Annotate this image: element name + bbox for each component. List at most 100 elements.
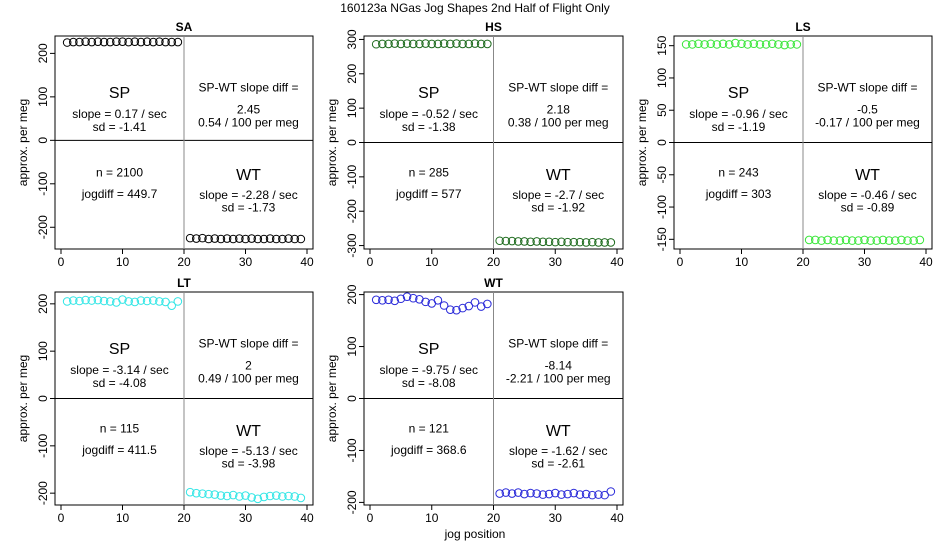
x-tick-label: 0	[58, 511, 65, 525]
data-point	[501, 236, 511, 246]
data-point	[148, 37, 158, 47]
y-tick-label: 200	[345, 284, 359, 304]
x-tick-label: 30	[549, 511, 563, 525]
y-tick-label: 0	[345, 139, 359, 146]
panel-lt-title: LT	[177, 276, 191, 290]
data-point	[606, 238, 616, 247]
panel-wt-sp-sd: sd = -8.08	[402, 376, 456, 390]
data-point	[780, 40, 789, 50]
data-point	[235, 492, 244, 501]
panel-hs-wt-slope: slope = -2.7 / sec	[512, 188, 604, 202]
data-point	[681, 40, 691, 49]
data-point	[581, 489, 591, 499]
y-tick-label: -100	[655, 195, 669, 219]
y-tick-label: -300	[345, 233, 359, 257]
y-tick-label: -200	[345, 490, 359, 514]
y-tick-label: -200	[36, 481, 50, 505]
panel-ls-wt-sd: sd = -0.89	[841, 201, 895, 215]
y-tick-label: -150	[655, 227, 669, 251]
data-point	[390, 296, 400, 306]
data-point	[87, 296, 97, 305]
data-point	[588, 237, 597, 247]
data-point	[483, 299, 492, 309]
x-tick-label: 30	[239, 511, 253, 525]
data-point	[544, 489, 554, 499]
data-point	[105, 37, 115, 47]
data-point	[538, 490, 548, 499]
data-point	[284, 234, 293, 243]
x-tick-label: 10	[116, 255, 130, 269]
data-point	[62, 38, 72, 47]
data-point	[495, 489, 504, 498]
data-point	[408, 39, 418, 49]
data-point	[247, 234, 256, 243]
data-point	[513, 488, 523, 497]
data-point	[495, 236, 504, 246]
panel-hs-title: HS	[485, 20, 502, 34]
x-tick-label: 0	[677, 255, 684, 269]
data-point	[464, 39, 474, 49]
y-tick-label: 100	[345, 98, 359, 118]
data-point	[563, 237, 572, 247]
data-point	[507, 489, 517, 498]
data-point	[557, 490, 566, 499]
panel-ls-wt-slope: slope = -0.46 / sec	[818, 188, 916, 202]
data-point	[445, 39, 455, 49]
data-point	[148, 296, 158, 305]
data-point	[290, 492, 300, 501]
data-point	[458, 303, 467, 313]
data-point	[290, 234, 300, 244]
data-point	[130, 297, 140, 307]
y-tick-label: -100	[36, 434, 50, 458]
data-point	[278, 234, 287, 244]
x-tick-label: 40	[610, 511, 624, 525]
data-point	[136, 37, 146, 47]
panel-lt-diff-value: 2	[245, 359, 252, 373]
data-point	[606, 487, 616, 496]
data-point	[427, 39, 437, 49]
data-point	[155, 37, 164, 46]
panel-ls-title: LS	[795, 20, 810, 34]
data-point	[235, 234, 244, 243]
data-point	[247, 493, 256, 502]
panel-wt-title: WT	[484, 276, 503, 290]
panel-sa-sp-slope: slope = 0.17 / sec	[72, 107, 166, 121]
data-point	[112, 37, 121, 46]
panel-hs-diff-meg: 0.38 / 100 per meg	[508, 116, 609, 130]
data-point	[396, 294, 406, 304]
data-point	[841, 235, 851, 245]
data-point	[210, 234, 220, 243]
data-point	[93, 295, 103, 305]
data-point	[532, 489, 542, 498]
data-point	[731, 38, 740, 48]
data-point	[464, 301, 474, 311]
data-point	[532, 237, 542, 246]
data-point	[749, 39, 759, 49]
data-point	[761, 40, 771, 49]
x-tick-label: 40	[300, 255, 314, 269]
panel-hs-sp-label: SP	[418, 85, 439, 102]
panel-wt-n: n = 121	[409, 422, 450, 436]
data-point	[724, 40, 734, 49]
data-point	[75, 296, 84, 306]
data-point	[296, 493, 306, 503]
data-point	[774, 40, 783, 49]
data-point	[755, 40, 765, 49]
data-point	[872, 236, 882, 245]
data-point	[544, 237, 554, 247]
data-point	[817, 236, 826, 245]
y-tick-label: 150	[655, 35, 669, 55]
data-point	[854, 236, 863, 245]
data-point	[124, 297, 133, 306]
data-point	[118, 37, 127, 46]
data-point	[142, 37, 152, 46]
data-point	[421, 39, 430, 48]
y-tick-label: 0	[36, 137, 50, 144]
data-point	[241, 234, 250, 244]
data-point	[259, 492, 269, 502]
panel-sa-sp-label: SP	[109, 85, 130, 102]
panel-hs-sp-slope: slope = -0.52 / sec	[380, 107, 478, 121]
panel-sa-diff-title: SP-WT slope diff =	[199, 80, 299, 94]
data-point	[569, 488, 579, 498]
data-point	[210, 490, 220, 499]
